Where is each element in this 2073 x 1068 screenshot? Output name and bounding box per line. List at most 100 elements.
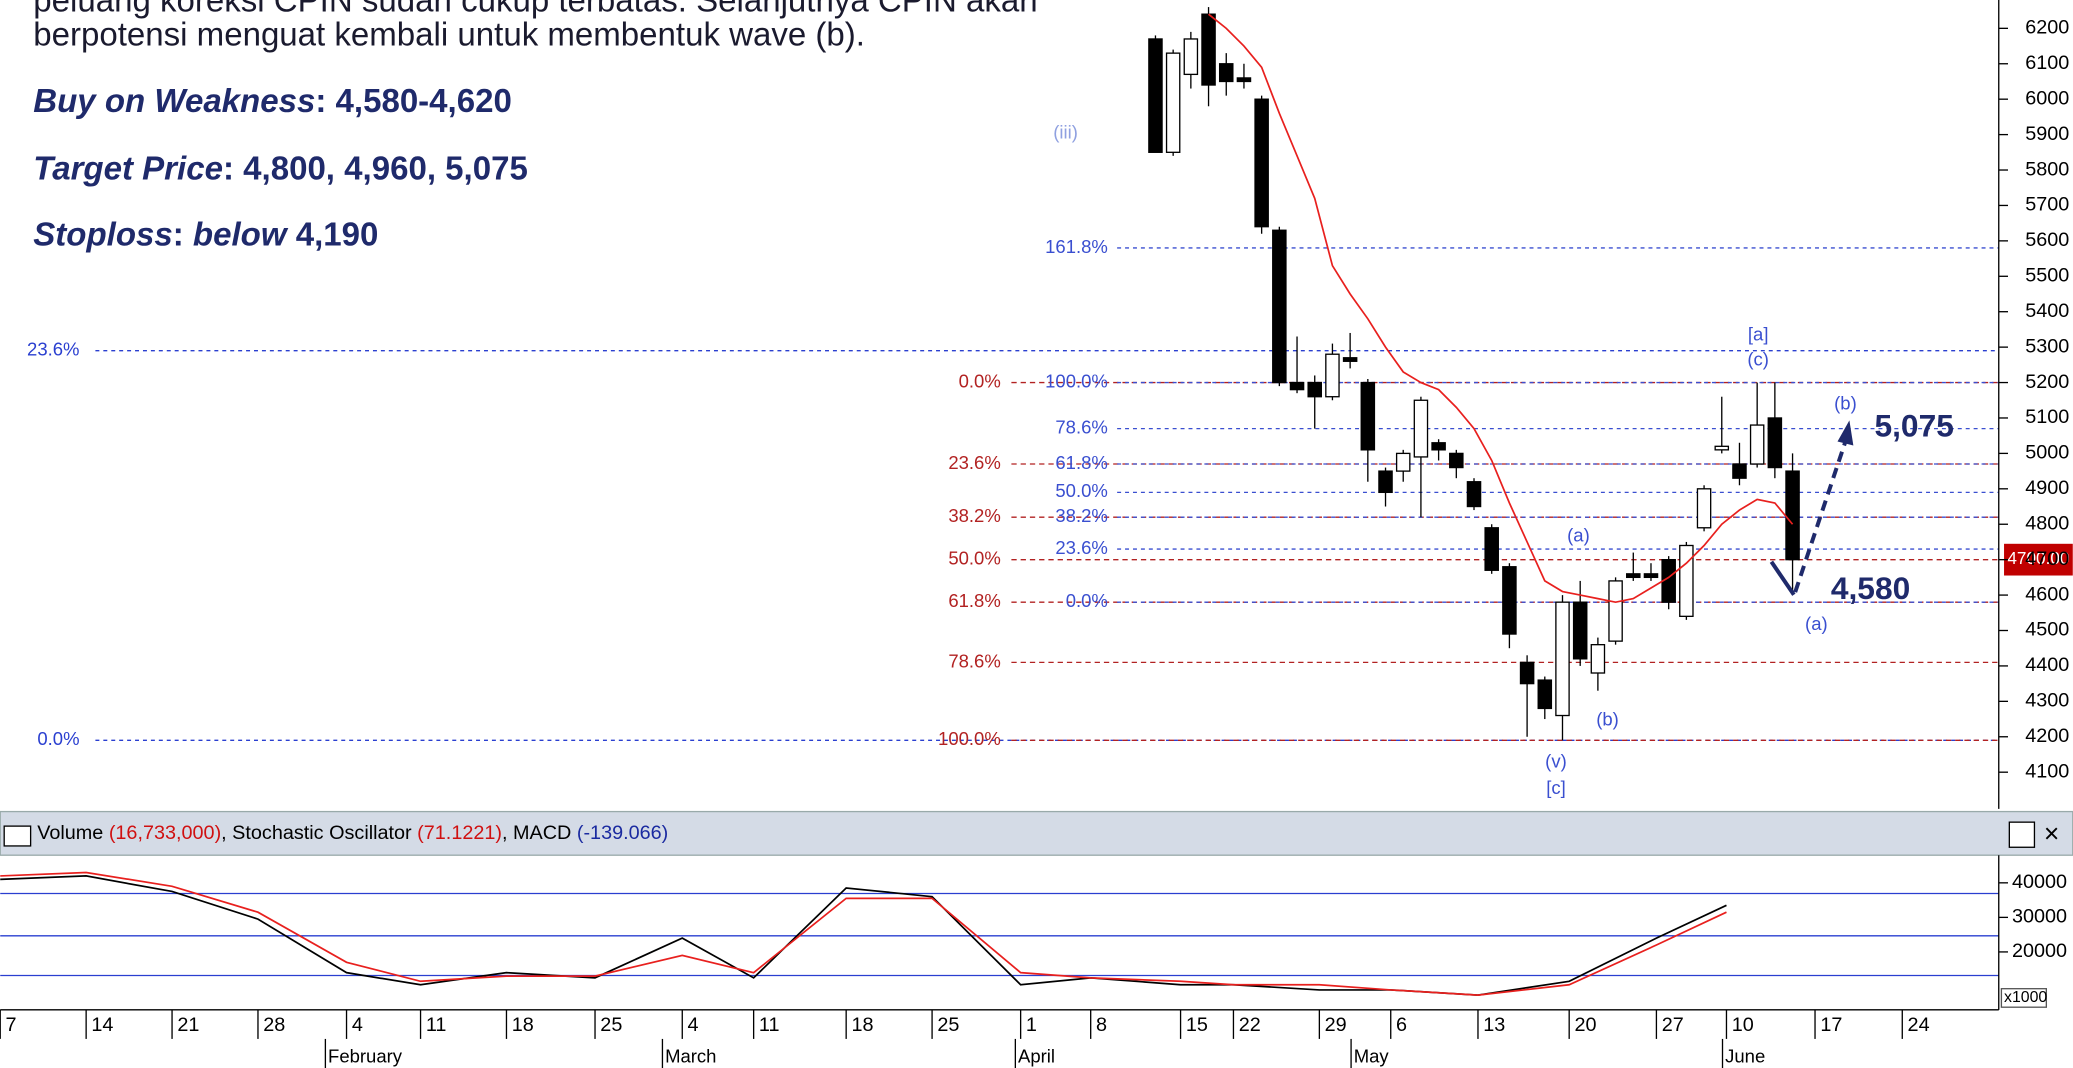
fib-label: 23.6% (948, 452, 1000, 473)
x-tick-label: 4 (688, 1014, 699, 1036)
wave-label: (c) (1747, 349, 1769, 370)
indicator-plot (0, 871, 1999, 996)
candle-body (1342, 357, 1358, 362)
candle-body (1749, 424, 1765, 465)
candle-body (1307, 381, 1323, 398)
label: Stoploss (33, 216, 172, 253)
fib-label: 78.6% (948, 650, 1000, 671)
wave-label: [c] (1546, 777, 1566, 798)
y-tick-label: 6200 (2025, 17, 2069, 39)
fib-label: 23.6% (27, 339, 79, 360)
candle-body (1360, 381, 1376, 451)
moving-average (1208, 13, 1794, 604)
y-tick-label: 40000 (2012, 871, 2067, 893)
candle-body (1502, 566, 1517, 635)
y-tick-label: 30000 (2012, 906, 2067, 928)
y-tick-label: 5300 (2025, 335, 2069, 357)
stop-line: Stoploss: below 4,190 (33, 216, 378, 253)
date-axis-labels: 7 14 21 28 4 11 18 25 4 11 18 25 1 8 15 22 29 6 13 20 27 10 17… (0, 1009, 1930, 1068)
y-tick-label: 5400 (2025, 300, 2069, 322)
y-tick-label: 6000 (2025, 87, 2069, 109)
y-tick-label: 4100 (2025, 760, 2069, 782)
x-tick-label: 29 (1325, 1014, 1347, 1036)
arrow-down (1769, 560, 1796, 596)
candle-body (1643, 573, 1659, 579)
fib-label: 50.0% (948, 548, 1000, 569)
indicator-title: Volume (16,733,000), Stochastic Oscillat… (37, 822, 668, 844)
y-tick-label: 5500 (2025, 265, 2069, 287)
candle-body (1696, 488, 1712, 529)
candle-body (1201, 13, 1216, 86)
x-tick-label: 11 (426, 1014, 447, 1036)
candle-body (1572, 601, 1588, 660)
x-tick-label: 22 (1239, 1014, 1261, 1036)
candle-body (1732, 463, 1747, 479)
month-label: March (665, 1045, 716, 1066)
candle-body (1626, 573, 1641, 579)
close-button[interactable]: × (2044, 818, 2059, 848)
buy-line: Buy on Weakness: 4,580-4,620 (33, 83, 512, 120)
candle-body (1519, 661, 1535, 685)
candle-body (1148, 38, 1163, 153)
y-tick-label: 4300 (2025, 690, 2069, 712)
candle-body (1165, 52, 1181, 153)
candle-body (1466, 481, 1482, 508)
title-part: , Stochastic Oscillator (221, 822, 417, 844)
y-tick-label: 20000 (2012, 940, 2067, 962)
y-tick-label: 5600 (2025, 229, 2069, 251)
x-tick-label: 20 (1574, 1014, 1596, 1036)
fib-label: 38.2% (1055, 505, 1107, 526)
y-tick-label: 4400 (2025, 654, 2069, 676)
wave-label: (a) (1567, 525, 1590, 546)
month-label: April (1018, 1045, 1055, 1066)
candle-body (1254, 98, 1269, 228)
x-tick-label: 11 (759, 1014, 780, 1036)
candle-body (1590, 644, 1606, 674)
candle-body (1378, 470, 1393, 494)
y-tick-label: 6100 (2025, 52, 2069, 74)
x-tick-label: 21 (177, 1014, 199, 1036)
arrow-up (1793, 432, 1850, 593)
value: : 4,580-4,620 (315, 83, 512, 120)
month-label: May (1354, 1045, 1390, 1066)
x-tick-label: 25 (600, 1014, 622, 1036)
candle-body (1413, 399, 1429, 458)
wave-label: (iii) (1053, 121, 1078, 142)
fib-label: 78.6% (1055, 416, 1107, 437)
y-tick-label: 5200 (2025, 371, 2069, 393)
x-tick-label: 27 (1662, 1014, 1684, 1036)
fib-label: 0.0% (1066, 590, 1108, 611)
y-tick-label: 4500 (2025, 619, 2069, 641)
y-tick-label: 4200 (2025, 725, 2069, 747)
sep: : (173, 216, 184, 253)
fib-label: 100.0% (938, 728, 1001, 749)
last-price: 4700.00 (2007, 548, 2069, 568)
x-tick-label: 7 (6, 1014, 17, 1036)
fib-label: 61.8% (1055, 452, 1107, 473)
wave-label: (b) (1834, 392, 1857, 413)
fib-label: 38.2% (948, 505, 1000, 526)
y-tick-label: 4700 (2025, 548, 2069, 570)
candle-body (1767, 417, 1783, 469)
target-price: 5,075 (1874, 408, 1953, 444)
candle-body (1183, 38, 1199, 76)
x-tick-label: 10 (1732, 1014, 1754, 1036)
candle-body (1289, 381, 1305, 391)
x-tick-label: 14 (91, 1014, 113, 1036)
label: Buy on Weakness (33, 83, 315, 120)
panel-icon (3, 825, 32, 847)
fib-label: 161.8% (1045, 236, 1108, 257)
label: Target Price (33, 150, 223, 187)
target-line: Target Price: 4,800, 4,960, 5,075 (33, 150, 528, 187)
candle-body (1714, 445, 1730, 451)
candle-body (1537, 679, 1553, 710)
x-tick-label: 13 (1483, 1014, 1505, 1036)
x-tick-label: 24 (1908, 1014, 1930, 1036)
y-tick-label: 5100 (2025, 406, 2069, 428)
y-tick-label: 5800 (2025, 158, 2069, 180)
candle-body (1608, 580, 1623, 642)
maximize-button[interactable] (2008, 821, 2036, 848)
arrow-head (1837, 420, 1854, 446)
title-part: (16,733,000) (109, 822, 221, 844)
